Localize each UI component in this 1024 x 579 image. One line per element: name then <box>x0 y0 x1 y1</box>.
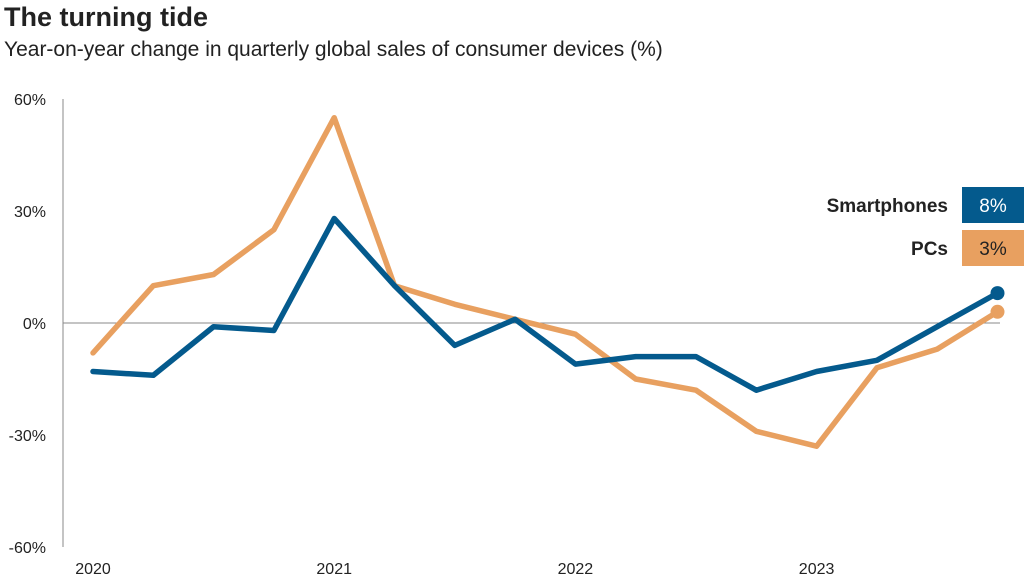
series-endpoint-smartphones <box>990 286 1005 301</box>
x-tick-label: 2021 <box>316 561 352 578</box>
series-line-smartphones <box>90 215 1001 393</box>
y-tick-label: 60% <box>14 92 46 109</box>
legend-label-smartphones: Smartphones <box>827 196 948 217</box>
y-tick-label: -60% <box>9 540 46 557</box>
y-tick-label: -30% <box>9 428 46 445</box>
series-line-pcs <box>90 114 1001 449</box>
legend-swatch-smartphones <box>962 187 1024 223</box>
x-tick-label: 2020 <box>75 561 111 578</box>
y-tick-label: 30% <box>14 204 46 221</box>
series-endpoint-pcs <box>990 304 1005 319</box>
legend-value-pcs: 3% <box>979 239 1007 260</box>
series-layer <box>90 114 1005 449</box>
y-tick-label: 0% <box>23 316 46 333</box>
chart-title: The turning tide <box>4 2 208 32</box>
x-tick-label: 2022 <box>558 561 594 578</box>
legend: Smartphones 8% PCs 3% <box>827 187 1024 266</box>
legend-value-smartphones: 8% <box>979 196 1007 217</box>
chart-subtitle: Year-on-year change in quarterly global … <box>4 38 663 61</box>
legend-label-pcs: PCs <box>911 239 948 260</box>
x-tick-label: 2023 <box>799 561 835 578</box>
axes: 60% 30% 0% -30% -60% 2020 2021 2022 2023 <box>9 92 1000 578</box>
legend-swatch-pcs <box>962 230 1024 266</box>
